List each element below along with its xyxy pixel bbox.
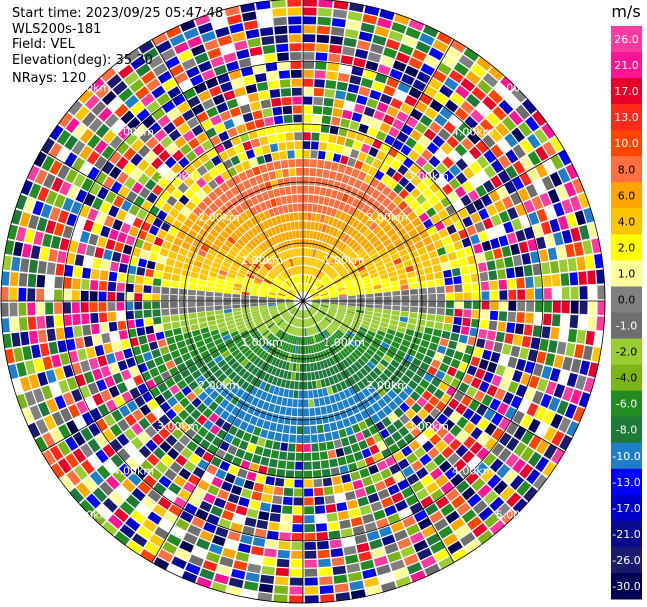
colorbar-swatch [611,286,642,313]
colorbar-tick-label: 26.0 [614,33,639,46]
colorbar-swatch [611,468,642,496]
azimuth-spoke [41,300,304,453]
range-ring-label: 3.00km [157,420,199,433]
azimuth-spoke [302,300,455,563]
colorbar-swatch [611,520,642,548]
colorbar-tick-label: 4.0 [618,215,636,228]
colorbar-tick-label: 8.0 [618,163,636,176]
colorbar-tick-label: -10.0 [612,450,640,463]
field-name: Field: VEL [12,37,75,52]
colorbar-tick-label: 21.0 [614,59,639,72]
azimuth-spoke [41,149,304,302]
range-ring-label: 4.00km [113,125,155,138]
azimuth-spoke [302,300,565,453]
range-ring-label: 4.00km [452,465,494,478]
colorbar-swatch [611,546,642,574]
colorbar-swatch [611,156,642,183]
colorbar-swatch [611,364,642,392]
colorbar-tick-label: -2.0 [616,346,637,359]
colorbar-swatch [611,234,642,261]
colorbar-swatches [611,26,642,600]
nrays: NRays: 120 [12,71,87,86]
colorbar-swatch [611,442,642,470]
elevation: Elevation(deg): 35.30 [12,53,153,68]
velocity-cells [0,0,606,604]
range-ring-label: 2.00km [198,379,240,392]
velocity-cell-group [24,49,595,577]
range-ring-label: 4.00km [113,465,155,478]
range-ring-label: 4.00km [452,125,494,138]
colorbar-swatch [611,260,642,287]
colorbar-tick-label: 1.0 [618,267,636,280]
colorbar-tick-label: -1.0 [616,320,637,333]
azimuth-spoke [151,39,304,302]
colorbar-swatch [611,182,642,209]
range-ring-label: 2.00km [366,379,408,392]
azimuth-spoke [302,149,565,302]
colorbar-unit: m/s [611,2,640,21]
range-ring-label: 2.00km [366,211,408,224]
colorbar-swatch [611,208,642,235]
range-ring-label: 1.00km [241,336,283,349]
colorbar-tick-label: 17.0 [614,85,639,98]
colorbar-swatch [611,130,642,157]
colorbar-ticks: 26.0 21.0 17.0 13.0 10.0 8.0 6.0 4.0 2.0 1.0 0.0 -1… [612,33,640,593]
range-ring-label: 1.00km [241,254,283,267]
range-ring-label: 5.00km [69,81,111,94]
colorbar-tick-label: -8.0 [616,424,637,437]
colorbar-swatch [611,26,642,53]
colorbar-tick-label: 6.0 [618,189,636,202]
colorbar-swatch [611,78,642,105]
colorbar-swatch [611,52,642,79]
colorbar-tick-label: -30.0 [612,580,640,593]
colorbar-swatch [611,416,642,444]
colorbar-tick-label: -13.0 [612,476,640,489]
colorbar-tick-label: 10.0 [614,137,639,150]
start-time: Start time: 2023/09/25 05:47:48 [12,6,224,21]
range-ring-label: 2.00km [198,211,240,224]
range-ring-labels: 1.00km 1.00km 1.00km 1.00km 2.00km 2.00km 2.00… [69,81,538,521]
colorbar-tick-label: -6.0 [616,398,637,411]
instrument-name: WLS200s-181 [12,22,102,37]
colorbar-swatch [611,312,642,340]
colorbar-tick-label: -26.0 [612,554,640,567]
colorbar-swatch [611,338,642,366]
range-ring-label: 5.00km [496,509,538,522]
azimuth-spoke [302,39,455,302]
range-ring-label: 5.00km [496,81,538,94]
colorbar-tick-label: 2.0 [618,241,636,254]
range-ring-label: 3.00km [157,170,199,183]
colorbar-tick-label: -21.0 [612,528,640,541]
colorbar-swatch [611,390,642,418]
colorbar-tick-label: 0.0 [618,293,636,306]
range-ring-label: 3.00km [407,420,449,433]
colorbar-swatch [611,104,642,131]
colorbar-tick-label: 13.0 [614,111,639,124]
colorbar-swatch [611,494,642,522]
range-ring-label: 3.00km [407,170,449,183]
velocity-cell-group [20,2,605,604]
azimuth-spoke [151,300,304,563]
colorbar-swatch [611,572,642,600]
velocity-cell-group [11,2,588,602]
colorbar-tick-label: -4.0 [616,372,637,385]
colorbar-tick-label: -17.0 [612,502,640,515]
range-ring-label: 1.00km [323,254,365,267]
range-ring-label: 5.00km [69,509,111,522]
range-ring-label: 1.00km [323,336,365,349]
polar-grid [0,0,606,604]
